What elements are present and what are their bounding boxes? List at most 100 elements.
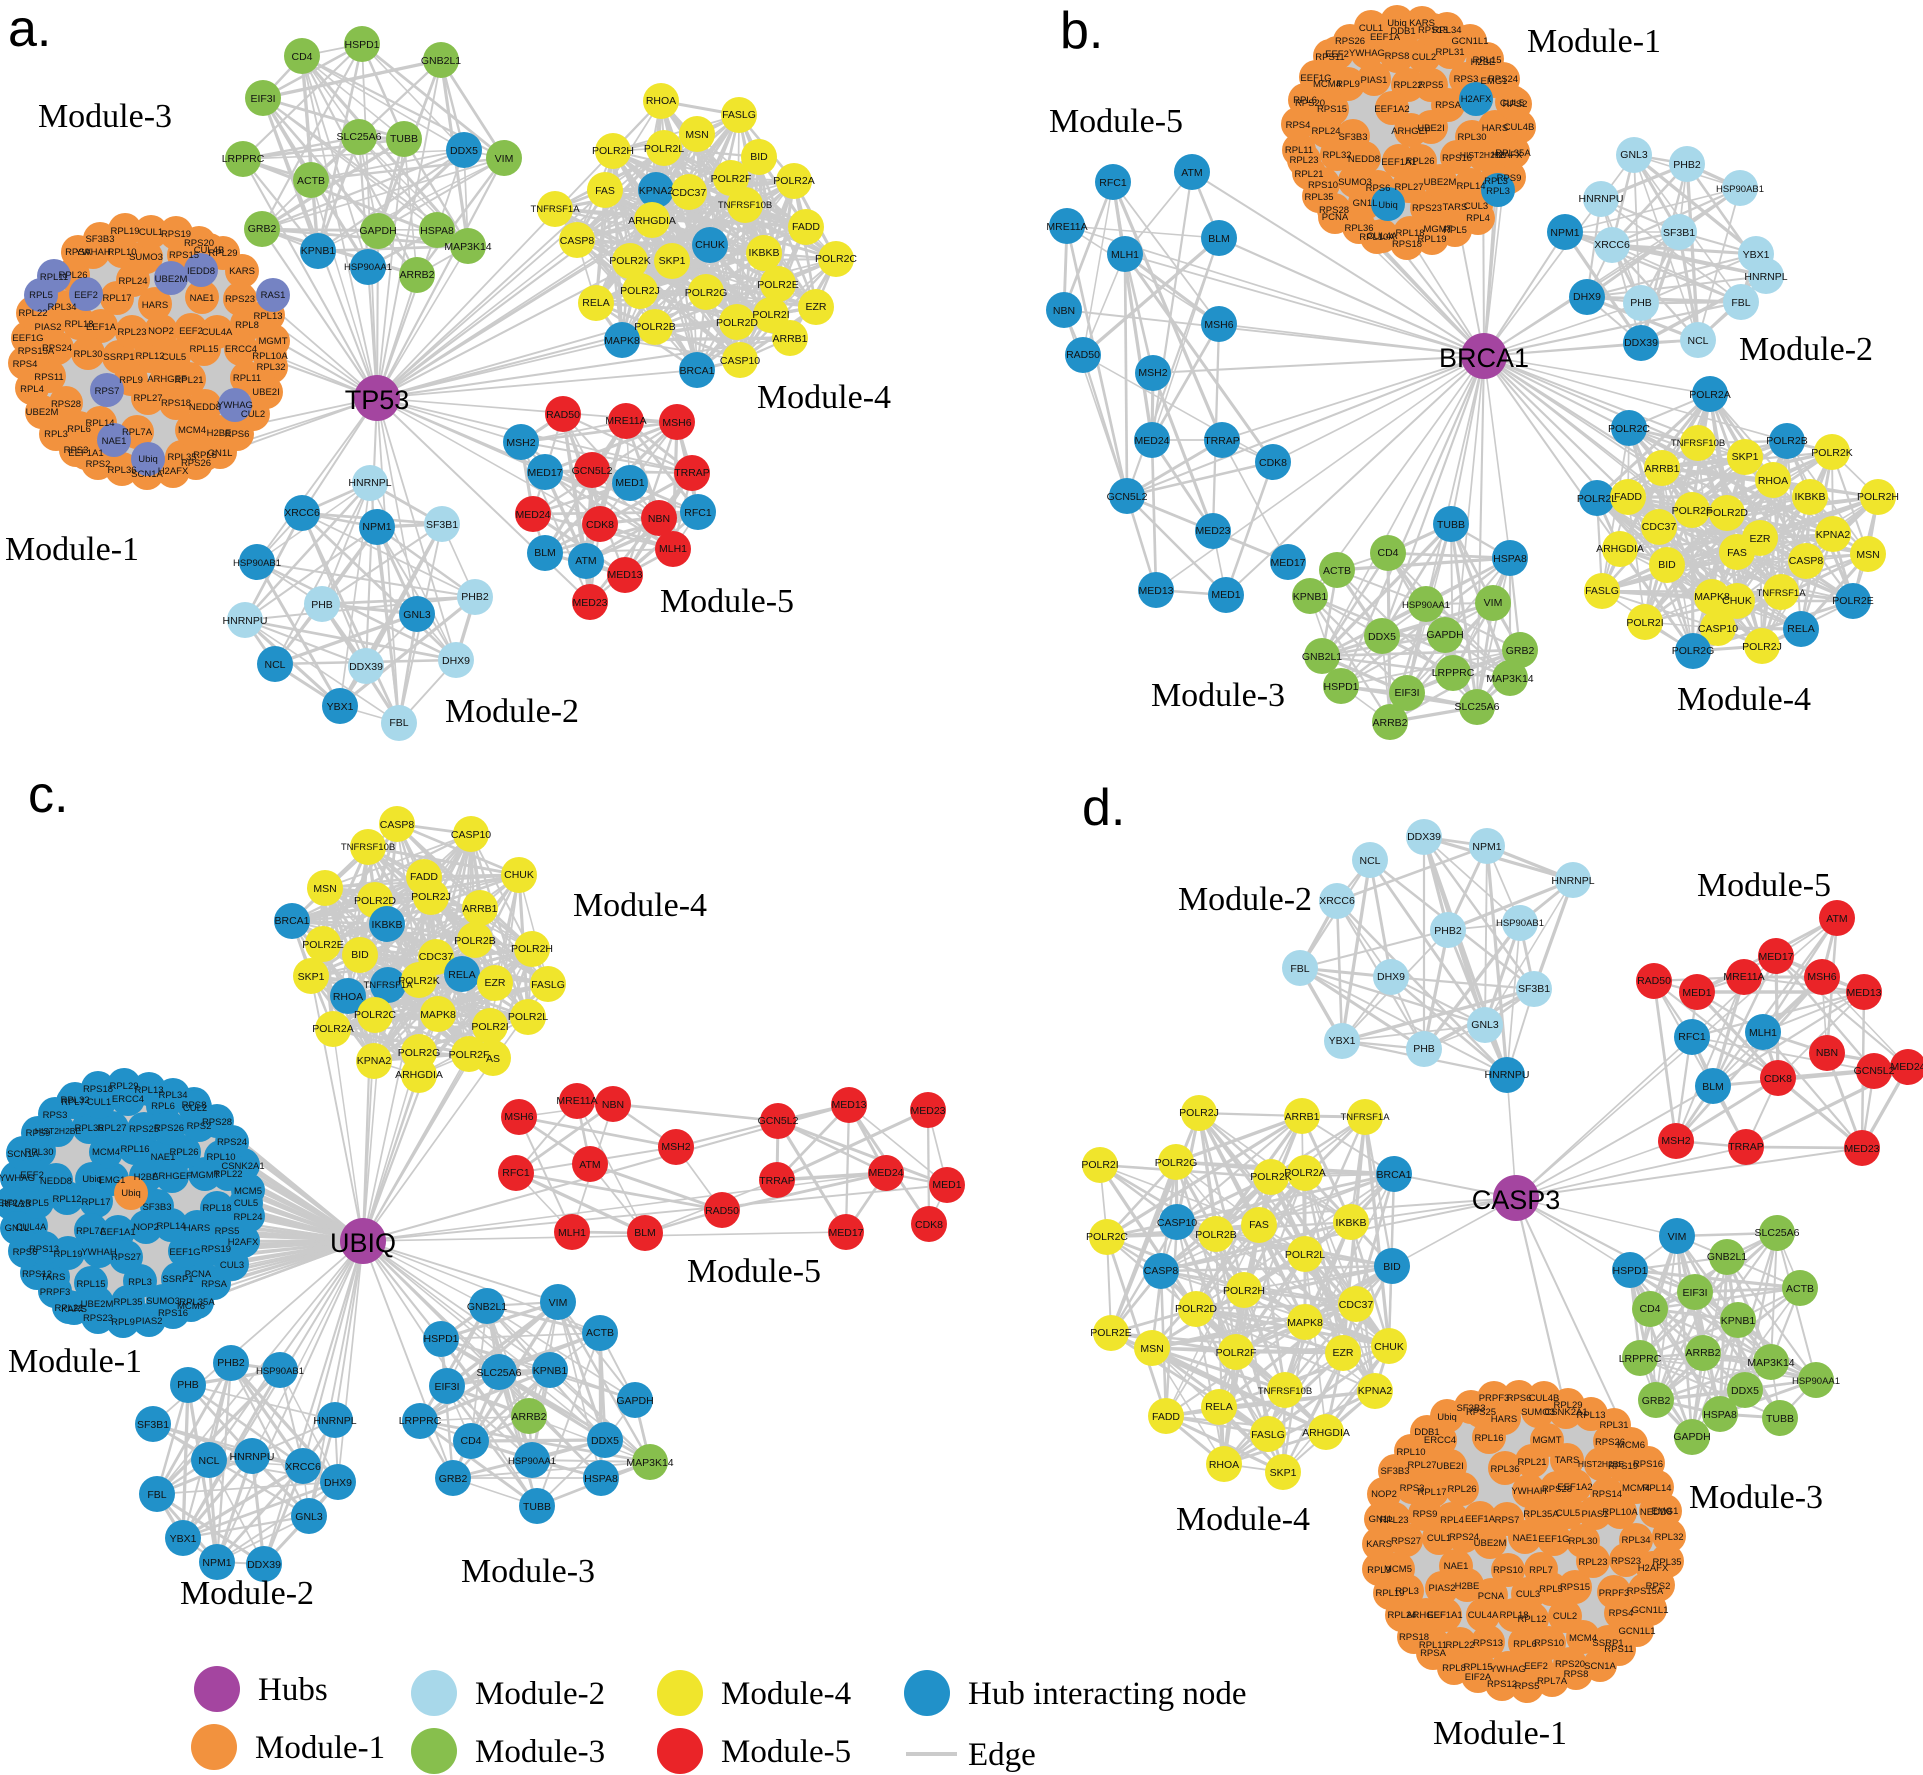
svg-text:YWHAH: YWHAH [75,247,111,258]
svg-text:MAPK8: MAPK8 [1694,591,1730,603]
svg-text:KPNB1: KPNB1 [1293,591,1328,603]
svg-text:RPL26: RPL26 [169,1147,198,1158]
svg-text:HARS: HARS [142,300,168,311]
svg-text:a.: a. [8,0,51,58]
svg-text:RPL18: RPL18 [202,1203,231,1214]
svg-text:CUL5: CUL5 [162,352,186,363]
svg-text:GAPDH: GAPDH [1673,1431,1710,1443]
svg-text:MSH6: MSH6 [1204,319,1233,331]
svg-text:MSH6: MSH6 [662,417,691,429]
svg-text:FASLG: FASLG [1585,585,1619,597]
svg-text:GNB2L1: GNB2L1 [421,55,461,67]
svg-text:TRRAP: TRRAP [1728,1141,1764,1153]
svg-text:RPL35: RPL35 [1652,1557,1681,1568]
svg-text:RPS18: RPS18 [1399,1632,1429,1643]
svg-text:DHX9: DHX9 [1377,971,1405,983]
svg-text:MED13: MED13 [1138,585,1173,597]
svg-text:HSP90AB1: HSP90AB1 [256,1366,304,1377]
svg-text:RFC1: RFC1 [684,507,712,519]
svg-text:RPL16: RPL16 [1474,1433,1503,1444]
svg-text:RPS12: RPS12 [22,1269,52,1280]
svg-text:ARRB1: ARRB1 [462,903,497,915]
svg-text:RPL4: RPL4 [20,384,44,395]
svg-text:SSRP1: SSRP1 [103,352,134,363]
svg-text:RELA: RELA [582,297,609,309]
svg-text:H2AFX: H2AFX [228,1237,259,1248]
svg-text:NOP2: NOP2 [1371,1489,1397,1500]
svg-text:LRPPRC: LRPPRC [399,1415,442,1427]
svg-text:CUL5: CUL5 [1500,98,1524,109]
svg-text:RPS11: RPS11 [34,372,63,383]
svg-text:CD4: CD4 [1639,1303,1660,1315]
svg-text:POLR2J: POLR2J [620,285,660,297]
svg-text:GCN5L2: GCN5L2 [758,1115,799,1127]
svg-text:CDC37: CDC37 [1642,521,1677,533]
svg-text:EMG1: EMG1 [99,1175,126,1186]
svg-text:RPS9: RPS9 [1497,173,1522,184]
svg-text:RPL5: RPL5 [25,1198,49,1209]
svg-text:MGMT: MGMT [1532,1435,1561,1446]
svg-text:CUL4A: CUL4A [1367,231,1398,242]
svg-text:TNFRSF1A: TNFRSF1A [363,980,413,991]
svg-text:POLR2B: POLR2B [634,321,675,333]
svg-text:PIAS2: PIAS2 [136,1316,163,1327]
svg-text:RPSA: RPSA [1435,100,1462,111]
svg-text:CHUK: CHUK [504,869,534,881]
svg-text:RPL32: RPL32 [1322,150,1351,161]
svg-text:Module-4: Module-4 [721,1676,851,1712]
svg-text:RPL11: RPL11 [1285,145,1313,156]
svg-text:XRCC6: XRCC6 [284,507,320,519]
svg-text:RPL7: RPL7 [1529,1565,1553,1576]
svg-text:DDX39: DDX39 [1407,831,1441,843]
svg-text:MSH6: MSH6 [504,1111,533,1123]
svg-text:CUL2: CUL2 [1553,1611,1577,1622]
svg-text:RPL36: RPL36 [1490,1464,1519,1475]
svg-text:RPL26: RPL26 [1447,1484,1476,1495]
svg-text:RHOA: RHOA [1758,475,1788,487]
svg-text:RPL18: RPL18 [1499,1610,1528,1621]
svg-text:RPL35A: RPL35A [1523,1509,1559,1520]
svg-text:NBN: NBN [1053,305,1075,317]
svg-text:RPL15: RPL15 [1463,1662,1492,1673]
svg-text:Ubiq: Ubiq [138,454,158,465]
svg-text:MED23: MED23 [1844,1143,1879,1155]
svg-text:RPL26: RPL26 [1405,156,1434,167]
svg-text:RPL6: RPL6 [1293,95,1317,106]
svg-text:MCM5: MCM5 [1384,1564,1412,1575]
svg-text:RPL23: RPL23 [1289,155,1318,166]
svg-text:RPL36: RPL36 [1344,223,1373,234]
svg-text:LRPPRC: LRPPRC [222,153,265,165]
svg-text:POLR2A: POLR2A [1284,1167,1325,1179]
svg-text:CUL2: CUL2 [183,1103,207,1114]
svg-text:HSP90AB1: HSP90AB1 [1716,184,1764,195]
svg-text:GNL3: GNL3 [1471,1019,1499,1031]
svg-text:YBX1: YBX1 [1743,249,1770,261]
svg-text:NCL: NCL [1687,335,1708,347]
svg-text:POLR2L: POLR2L [644,143,684,155]
svg-text:POLR2A: POLR2A [773,175,814,187]
svg-text:SCN1A: SCN1A [1584,1661,1616,1672]
svg-text:POLR2H: POLR2H [511,943,553,955]
svg-text:CASP8: CASP8 [1144,1265,1179,1277]
svg-text:GNB2L1: GNB2L1 [1302,651,1342,663]
svg-text:SLC25A6: SLC25A6 [337,131,382,143]
svg-text:TRRAP: TRRAP [674,467,710,479]
svg-text:VIM: VIM [1484,597,1503,609]
svg-text:SF3B3: SF3B3 [85,234,114,245]
svg-text:BLM: BLM [1702,1081,1724,1093]
svg-text:RPL26: RPL26 [58,270,87,281]
svg-text:VIM: VIM [1668,1231,1687,1243]
svg-text:KPNA2: KPNA2 [639,185,674,197]
svg-text:RPS24: RPS24 [217,1137,247,1148]
svg-text:GRB2: GRB2 [1642,1395,1671,1407]
svg-text:NEDD8: NEDD8 [1640,1507,1672,1518]
svg-text:SF3B3: SF3B3 [142,1202,171,1213]
svg-text:CASP10: CASP10 [720,355,760,367]
svg-text:RPL7: RPL7 [61,1097,85,1108]
svg-text:RPL5: RPL5 [1443,225,1467,236]
svg-text:RPL10: RPL10 [206,1152,235,1163]
svg-text:Module-4: Module-4 [1677,681,1811,718]
svg-text:NCL: NCL [1359,855,1380,867]
svg-text:UBE2M: UBE2M [81,1299,114,1310]
svg-text:PHB: PHB [177,1379,199,1391]
